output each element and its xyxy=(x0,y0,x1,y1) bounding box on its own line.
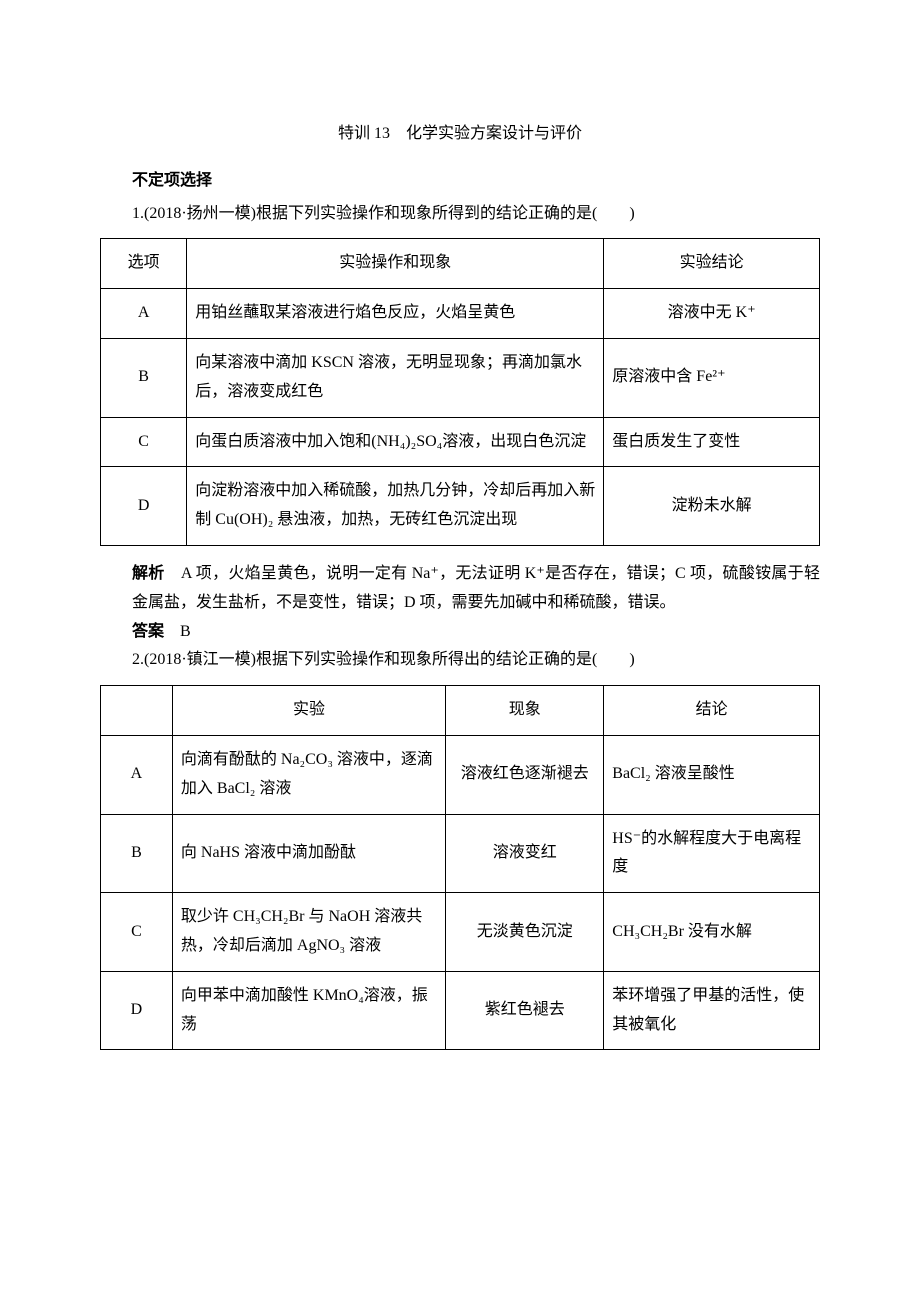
table-row: C 取少许 CH₃CH₂Br 与 NaOH 溶液共热，冷却后滴加 AgNO₃ 溶… xyxy=(101,893,820,972)
q2-r2c1: 取少许 CH₃CH₂Br 与 NaOH 溶液共热，冷却后滴加 AgNO₃ 溶液 xyxy=(172,893,445,972)
q1-header-0: 选项 xyxy=(101,239,187,289)
question-1-explanation: 解析 A 项，火焰呈黄色，说明一定有 Na⁺，无法证明 K⁺是否存在，错误；C … xyxy=(132,560,820,618)
q1-r3c1: 向淀粉溶液中加入稀硫酸，加热几分钟，冷却后再加入新制 Cu(OH)₂ 悬浊液，加… xyxy=(187,467,604,546)
q1-r1c1: 向某溶液中滴加 KSCN 溶液，无明显现象；再滴加氯水后，溶液变成红色 xyxy=(187,338,604,417)
table-row: B 向 NaHS 溶液中滴加酚酞 溶液变红 HS⁻的水解程度大于电离程度 xyxy=(101,814,820,893)
q1-r2c2: 蛋白质发生了变性 xyxy=(604,417,820,467)
q2-r0c2: 溶液红色逐渐褪去 xyxy=(446,735,604,814)
q2-r0c1: 向滴有酚酞的 Na₂CO₃ 溶液中，逐滴加入 BaCl₂ 溶液 xyxy=(172,735,445,814)
q2-header-3: 结论 xyxy=(604,686,820,736)
q1-r0c2: 溶液中无 K⁺ xyxy=(604,289,820,339)
q2-r3c1: 向甲苯中滴加酸性 KMnO₄溶液，振荡 xyxy=(172,971,445,1050)
question-2-table: 实验 现象 结论 A 向滴有酚酞的 Na₂CO₃ 溶液中，逐滴加入 BaCl₂ … xyxy=(100,685,820,1050)
q2-r1c1: 向 NaHS 溶液中滴加酚酞 xyxy=(172,814,445,893)
answer-value: B xyxy=(180,623,191,640)
explanation-label: 解析 xyxy=(132,565,165,582)
q1-header-2: 实验结论 xyxy=(604,239,820,289)
q1-header-1: 实验操作和现象 xyxy=(187,239,604,289)
q2-header-0 xyxy=(101,686,173,736)
question-1-prompt: 1.(2018·扬州一模)根据下列实验操作和现象所得到的结论正确的是( ) xyxy=(132,200,820,229)
question-1-answer: 答案 B xyxy=(132,618,820,647)
table-row: B 向某溶液中滴加 KSCN 溶液，无明显现象；再滴加氯水后，溶液变成红色 原溶… xyxy=(101,338,820,417)
table-header-row: 实验 现象 结论 xyxy=(101,686,820,736)
q2-r1c2: 溶液变红 xyxy=(446,814,604,893)
q2-r0c0: A xyxy=(101,735,173,814)
q1-r0c1: 用铂丝蘸取某溶液进行焰色反应，火焰呈黄色 xyxy=(187,289,604,339)
question-2-prompt: 2.(2018·镇江一模)根据下列实验操作和现象所得出的结论正确的是( ) xyxy=(132,646,820,675)
q2-header-1: 实验 xyxy=(172,686,445,736)
table-row: C 向蛋白质溶液中加入饱和(NH₄)₂SO₄溶液，出现白色沉淀 蛋白质发生了变性 xyxy=(101,417,820,467)
question-1-table: 选项 实验操作和现象 实验结论 A 用铂丝蘸取某溶液进行焰色反应，火焰呈黄色 溶… xyxy=(100,238,820,546)
q2-r3c0: D xyxy=(101,971,173,1050)
answer-label: 答案 xyxy=(132,623,164,640)
table-row: D 向甲苯中滴加酸性 KMnO₄溶液，振荡 紫红色褪去 苯环增强了甲基的活性，使… xyxy=(101,971,820,1050)
page-title: 特训 13 化学实验方案设计与评价 xyxy=(100,120,820,149)
q2-r0c3: BaCl₂ 溶液呈酸性 xyxy=(604,735,820,814)
table-row: A 向滴有酚酞的 Na₂CO₃ 溶液中，逐滴加入 BaCl₂ 溶液 溶液红色逐渐… xyxy=(101,735,820,814)
q2-r2c0: C xyxy=(101,893,173,972)
q2-header-2: 现象 xyxy=(446,686,604,736)
q2-r2c3: CH₃CH₂Br 没有水解 xyxy=(604,893,820,972)
table-row: A 用铂丝蘸取某溶液进行焰色反应，火焰呈黄色 溶液中无 K⁺ xyxy=(101,289,820,339)
q1-r2c0: C xyxy=(101,417,187,467)
q1-r3c2: 淀粉未水解 xyxy=(604,467,820,546)
q2-r3c3: 苯环增强了甲基的活性，使其被氧化 xyxy=(604,971,820,1050)
q1-r1c0: B xyxy=(101,338,187,417)
q1-r2c1: 向蛋白质溶液中加入饱和(NH₄)₂SO₄溶液，出现白色沉淀 xyxy=(187,417,604,467)
q2-r2c2: 无淡黄色沉淀 xyxy=(446,893,604,972)
page-container: 特训 13 化学实验方案设计与评价 不定项选择 1.(2018·扬州一模)根据下… xyxy=(0,0,920,1104)
table-header-row: 选项 实验操作和现象 实验结论 xyxy=(101,239,820,289)
q2-r1c0: B xyxy=(101,814,173,893)
table-row: D 向淀粉溶液中加入稀硫酸，加热几分钟，冷却后再加入新制 Cu(OH)₂ 悬浊液… xyxy=(101,467,820,546)
explanation-text: A 项，火焰呈黄色，说明一定有 Na⁺，无法证明 K⁺是否存在，错误；C 项，硫… xyxy=(132,565,820,611)
q2-r1c3: HS⁻的水解程度大于电离程度 xyxy=(604,814,820,893)
q1-r3c0: D xyxy=(101,467,187,546)
q1-r0c0: A xyxy=(101,289,187,339)
section-label: 不定项选择 xyxy=(100,167,820,196)
q1-r1c2: 原溶液中含 Fe²⁺ xyxy=(604,338,820,417)
q2-r3c2: 紫红色褪去 xyxy=(446,971,604,1050)
